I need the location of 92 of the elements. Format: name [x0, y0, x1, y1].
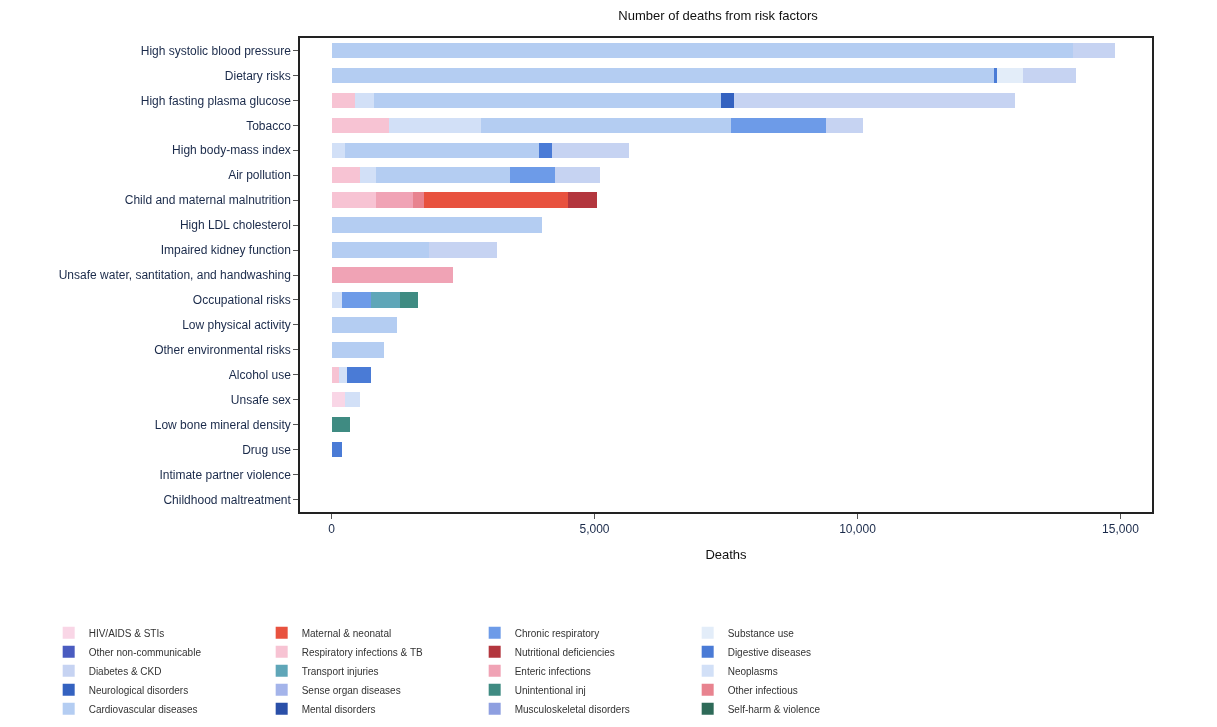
bar: [399, 292, 419, 308]
y-tick-label: Intimate partner violence: [159, 467, 292, 482]
legend-label: Cardiovascular diseases: [88, 703, 198, 715]
y-tick-label: Low physical activity: [182, 318, 291, 333]
bar: [355, 92, 374, 109]
y-tick-label: Unsafe water, santitation, and handwashing: [58, 268, 291, 283]
bar: [413, 192, 424, 208]
bar: [510, 167, 556, 183]
x-tick-label: 0: [328, 522, 336, 537]
bar: [825, 117, 863, 134]
legend-label: Maternal & neonatal: [301, 627, 392, 639]
legend-label: HIV/AIDS & STIs: [88, 627, 165, 639]
bar: [331, 441, 343, 458]
legend-label: Enteric infections: [514, 665, 591, 677]
bar: [344, 142, 540, 158]
bar: [376, 192, 414, 208]
y-tick-label: Alcohol use: [228, 367, 292, 382]
y-tick-label: Tobacco: [246, 118, 292, 133]
bar: [371, 292, 400, 308]
legend-label: Musculoskeletal disorders: [514, 703, 630, 715]
bar: [331, 292, 343, 308]
bar: [376, 167, 511, 183]
y-tick-label: High LDL cholesterol: [179, 218, 291, 233]
bar: [555, 167, 600, 183]
bar: [481, 117, 732, 134]
legend-label: Other infectious: [727, 684, 798, 696]
legend-label: Unintentional inj: [514, 684, 586, 696]
bar: [331, 92, 356, 109]
y-tick-label: Impaired kidney function: [160, 243, 291, 258]
y-tick-label: Occupational risks: [192, 293, 291, 308]
bar: [733, 92, 1016, 109]
y-tick-label: Low bone mineral density: [154, 417, 291, 432]
bar: [347, 367, 371, 383]
y-tick-label: Unsafe sex: [230, 392, 291, 407]
y-tick-label: Air pollution: [228, 168, 291, 183]
legend-label: Neurological disorders: [88, 684, 189, 696]
bar: [423, 192, 569, 208]
y-tick-label: High fasting plasma glucose: [140, 93, 292, 108]
legend-label: Sense organ diseases: [301, 684, 401, 696]
bar: [342, 292, 371, 308]
bar: [994, 67, 997, 84]
bar: [339, 367, 348, 383]
x-axis-title: Deaths: [705, 547, 748, 563]
bar: [331, 267, 453, 283]
x-tick-label: 10,000: [839, 522, 877, 537]
y-tick-label: Childhood maltreatment: [163, 492, 292, 507]
bar: [428, 242, 498, 258]
y-tick-label: High body-mass index: [172, 143, 291, 158]
bar: [331, 392, 345, 408]
bar: [360, 167, 377, 183]
bar: [331, 242, 429, 258]
bar: [731, 117, 826, 134]
bar: [331, 117, 390, 134]
bar: [331, 317, 398, 333]
bar: [331, 167, 361, 183]
legend-label: Mental disorders: [301, 703, 376, 715]
bar: [331, 42, 1074, 59]
bar: [389, 117, 482, 134]
bar: [331, 342, 385, 358]
y-tick-label: High systolic blood pressure: [140, 43, 292, 58]
legend-label: Neoplasms: [727, 665, 778, 677]
bar: [568, 192, 598, 208]
y-tick-label: Drug use: [242, 442, 292, 457]
bar: [331, 217, 542, 233]
y-tick-label: Other environmental risks: [154, 343, 291, 358]
bar: [539, 142, 553, 158]
legend-label: Diabetes & CKD: [88, 665, 162, 677]
bar: [331, 142, 345, 158]
bar: [720, 92, 734, 109]
chart-title: Number of deaths from risk factors: [618, 8, 819, 23]
bar: [373, 92, 721, 109]
bar: [331, 67, 995, 84]
bar: [1073, 42, 1116, 59]
legend-label: Respiratory infections & TB: [301, 646, 423, 658]
legend-label: Transport injuries: [301, 665, 379, 677]
y-tick-label: Dietary risks: [224, 68, 291, 83]
bar: [331, 367, 340, 383]
bar: [344, 392, 361, 408]
legend-label: Other non-communicable: [88, 646, 202, 658]
y-tick-label: Child and maternal malnutrition: [124, 193, 291, 208]
bar: [331, 192, 377, 208]
legend-label: Self-harm & violence: [727, 703, 821, 715]
bar: [996, 67, 1024, 84]
x-tick-label: 5,000: [579, 522, 610, 537]
x-tick-label: 15,000: [1102, 522, 1140, 537]
bar: [1023, 67, 1076, 84]
legend-label: Nutritional deficiencies: [514, 646, 615, 658]
bar: [552, 142, 629, 158]
legend-label: Substance use: [727, 627, 795, 639]
legend-label: Digestive diseases: [727, 646, 812, 658]
bar: [331, 416, 350, 433]
legend-label: Chronic respiratory: [514, 627, 600, 639]
